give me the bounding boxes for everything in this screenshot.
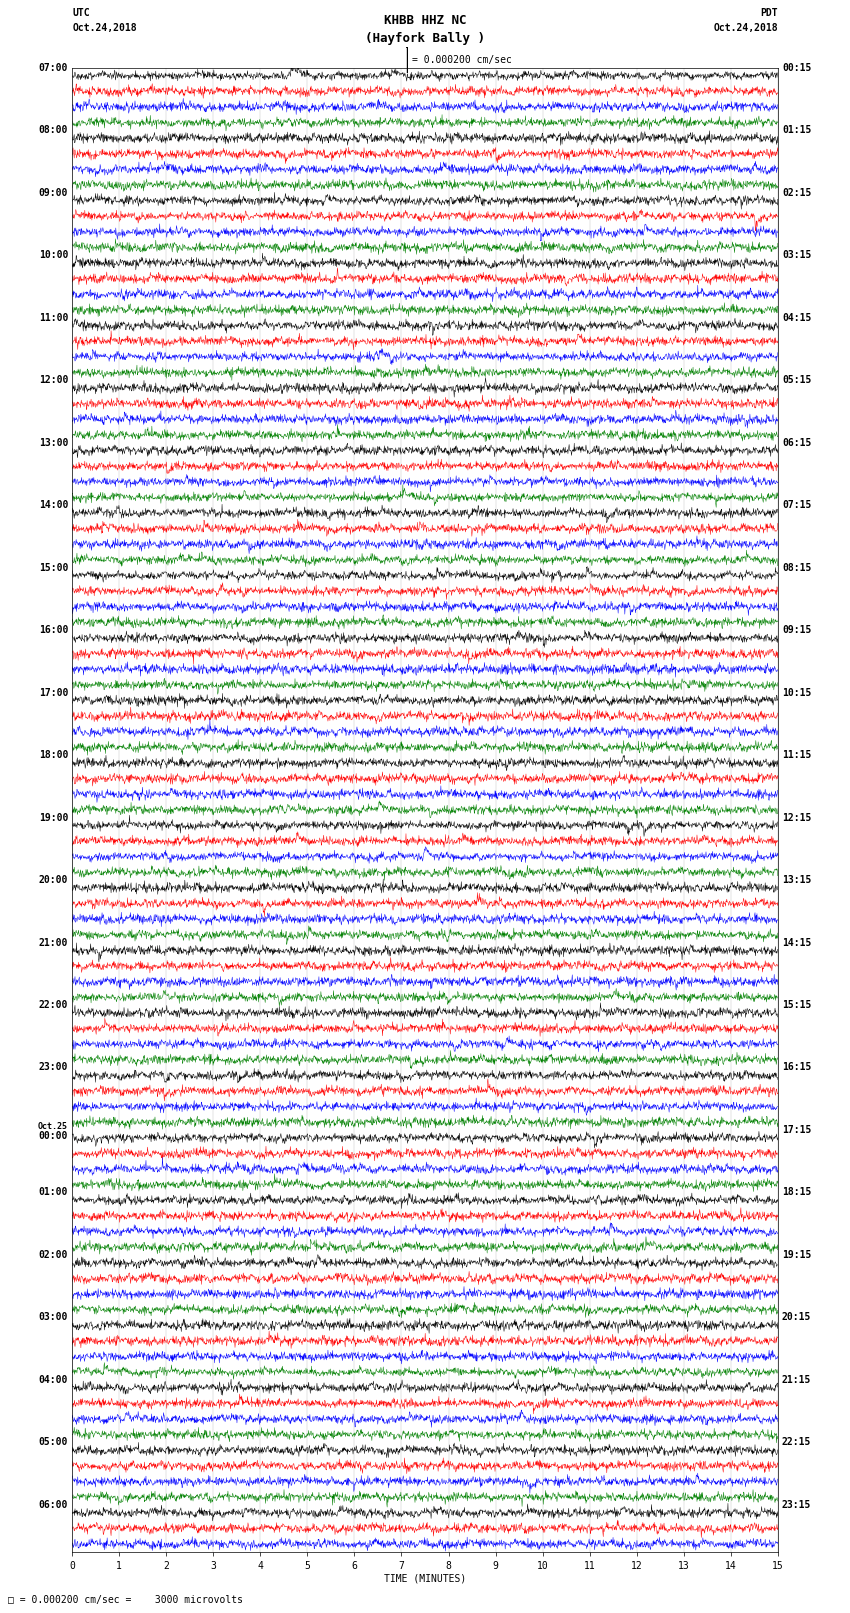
Text: □ = 0.000200 cm/sec =    3000 microvolts: □ = 0.000200 cm/sec = 3000 microvolts: [8, 1595, 243, 1605]
Text: Oct.25: Oct.25: [38, 1123, 68, 1131]
Text: 17:15: 17:15: [782, 1124, 812, 1136]
X-axis label: TIME (MINUTES): TIME (MINUTES): [384, 1574, 466, 1584]
Text: 13:00: 13:00: [38, 437, 68, 448]
Text: 02:00: 02:00: [38, 1250, 68, 1260]
Text: 17:00: 17:00: [38, 687, 68, 697]
Text: 11:00: 11:00: [38, 313, 68, 323]
Text: 08:00: 08:00: [38, 126, 68, 135]
Text: 08:15: 08:15: [782, 563, 812, 573]
Text: 09:15: 09:15: [782, 626, 812, 636]
Text: 00:00: 00:00: [38, 1131, 68, 1142]
Text: 15:00: 15:00: [38, 563, 68, 573]
Text: 03:00: 03:00: [38, 1313, 68, 1323]
Text: 20:15: 20:15: [782, 1313, 812, 1323]
Text: 12:15: 12:15: [782, 813, 812, 823]
Text: 23:15: 23:15: [782, 1500, 812, 1510]
Text: 21:15: 21:15: [782, 1374, 812, 1386]
Text: 09:00: 09:00: [38, 187, 68, 198]
Text: 22:00: 22:00: [38, 1000, 68, 1010]
Text: 18:15: 18:15: [782, 1187, 812, 1197]
Text: 14:00: 14:00: [38, 500, 68, 510]
Text: KHBB HHZ NC: KHBB HHZ NC: [383, 15, 467, 27]
Text: 02:15: 02:15: [782, 187, 812, 198]
Text: 15:15: 15:15: [782, 1000, 812, 1010]
Text: 22:15: 22:15: [782, 1437, 812, 1447]
Text: 10:00: 10:00: [38, 250, 68, 260]
Text: 20:00: 20:00: [38, 874, 68, 886]
Text: 13:15: 13:15: [782, 874, 812, 886]
Text: Oct.24,2018: Oct.24,2018: [713, 23, 778, 32]
Text: 01:15: 01:15: [782, 126, 812, 135]
Text: 14:15: 14:15: [782, 937, 812, 947]
Text: 11:15: 11:15: [782, 750, 812, 760]
Text: = 0.000200 cm/sec: = 0.000200 cm/sec: [412, 55, 512, 65]
Text: 12:00: 12:00: [38, 376, 68, 386]
Text: 07:15: 07:15: [782, 500, 812, 510]
Text: 03:15: 03:15: [782, 250, 812, 260]
Text: 16:15: 16:15: [782, 1063, 812, 1073]
Text: 04:00: 04:00: [38, 1374, 68, 1386]
Text: 06:15: 06:15: [782, 437, 812, 448]
Text: 21:00: 21:00: [38, 937, 68, 947]
Text: UTC: UTC: [72, 8, 90, 18]
Text: 19:15: 19:15: [782, 1250, 812, 1260]
Text: 05:15: 05:15: [782, 376, 812, 386]
Text: 07:00: 07:00: [38, 63, 68, 73]
Text: 00:15: 00:15: [782, 63, 812, 73]
Text: 10:15: 10:15: [782, 687, 812, 697]
Text: Oct.24,2018: Oct.24,2018: [72, 23, 137, 32]
Text: 04:15: 04:15: [782, 313, 812, 323]
Text: PDT: PDT: [760, 8, 778, 18]
Text: 19:00: 19:00: [38, 813, 68, 823]
Text: 23:00: 23:00: [38, 1063, 68, 1073]
Text: 06:00: 06:00: [38, 1500, 68, 1510]
Text: 05:00: 05:00: [38, 1437, 68, 1447]
Text: (Hayfork Bally ): (Hayfork Bally ): [365, 32, 485, 45]
Text: 18:00: 18:00: [38, 750, 68, 760]
Text: 16:00: 16:00: [38, 626, 68, 636]
Text: 01:00: 01:00: [38, 1187, 68, 1197]
